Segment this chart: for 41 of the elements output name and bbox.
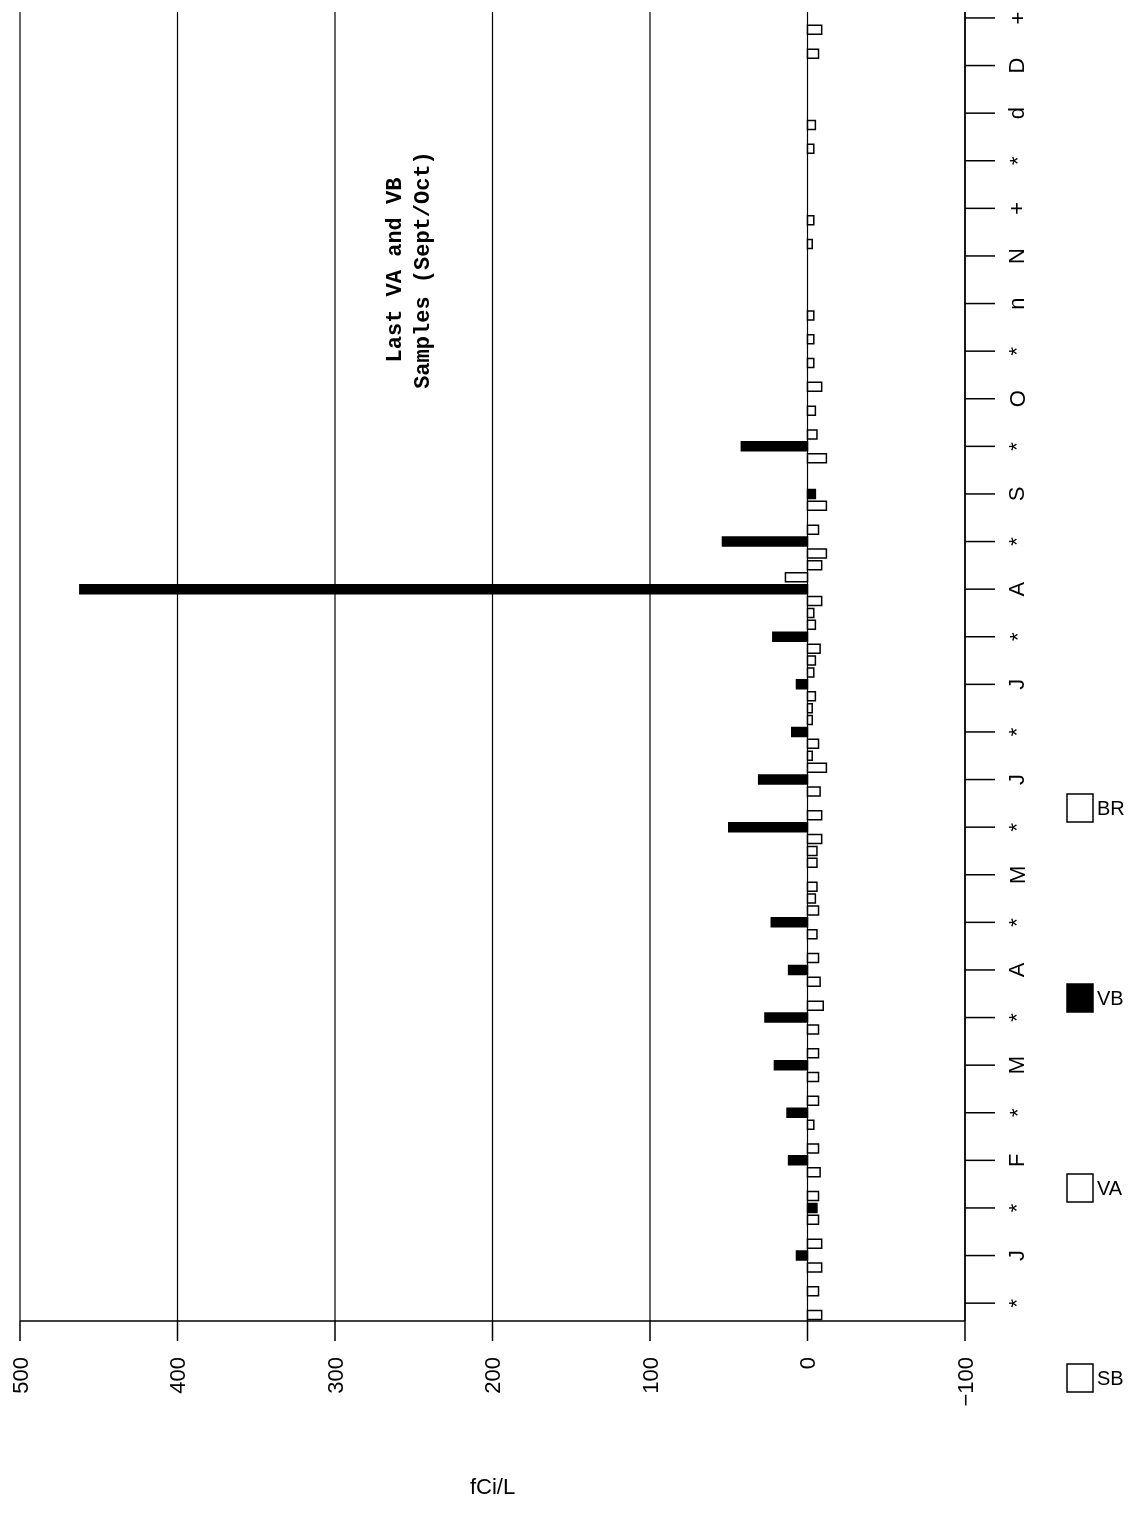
legend-label: BR <box>1097 797 1125 819</box>
x-tick-label: 100 <box>637 1357 663 1394</box>
y-tick-label: S <box>1004 486 1030 502</box>
y-tick-label: J <box>1004 774 1030 786</box>
y-tick-label: * <box>1004 1012 1030 1022</box>
y-tick-label: d <box>1004 107 1030 120</box>
x-tick-label: −100 <box>952 1357 978 1407</box>
legend-label: VA <box>1097 1177 1123 1199</box>
legend-label: SB <box>1097 1367 1124 1389</box>
y-tick-label: A <box>1004 962 1030 978</box>
y-tick-label: * <box>1004 536 1030 546</box>
y-tick-label: * <box>1004 441 1030 451</box>
y-tick-label: * <box>1004 1298 1030 1308</box>
y-tick-label: * <box>1004 917 1030 927</box>
y-tick-label: * <box>1004 822 1030 832</box>
y-tick-label: A <box>1004 581 1030 597</box>
y-tick-label: + <box>1004 11 1030 25</box>
y-tick-label: * <box>1004 346 1030 356</box>
y-tick-label: M <box>1004 865 1030 884</box>
y-tick-label: N <box>1004 248 1030 264</box>
annotation: Last VA and VB Samples (Sept/Oct) <box>382 150 437 391</box>
y-tick-label: + <box>1004 201 1030 215</box>
y-tick-label: * <box>1004 727 1030 737</box>
x-tick-label: 200 <box>480 1357 505 1394</box>
y-tick-label: * <box>1004 1108 1030 1118</box>
y-tick-label: J <box>1004 678 1030 690</box>
y-tick-label: J <box>1004 1250 1030 1262</box>
x-axis-title: fCi/L <box>469 1474 516 1499</box>
y-tick-label: D <box>1004 57 1030 74</box>
y-tick-label: * <box>1004 156 1030 166</box>
x-tick-label: 400 <box>165 1357 190 1394</box>
y-tick-label: M <box>1004 1055 1030 1075</box>
y-tick-label: * <box>1004 1203 1030 1213</box>
x-tick-label: 500 <box>7 1357 33 1394</box>
legend-label: VB <box>1097 987 1124 1009</box>
y-tick-label: F <box>1004 1153 1030 1168</box>
x-tick-label: 300 <box>322 1357 348 1394</box>
y-tick-label: O <box>1004 390 1030 408</box>
x-tick-label: 0 <box>795 1357 820 1370</box>
y-tick-label: * <box>1004 632 1030 642</box>
y-tick-label: n <box>1004 297 1030 310</box>
